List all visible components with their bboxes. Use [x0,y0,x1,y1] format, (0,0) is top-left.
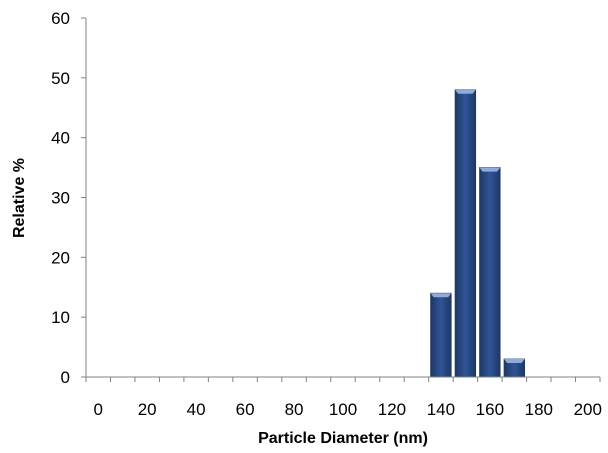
y-tick-label: 30 [51,189,70,208]
x-tick-label: 120 [378,400,406,419]
x-tick-label: 140 [427,400,455,419]
x-tick-label: 40 [187,400,206,419]
x-tick-label: 160 [476,400,504,419]
y-tick-label: 10 [51,308,70,327]
x-axis-title: Particle Diameter (nm) [258,430,428,447]
x-tick-label: 80 [285,400,304,419]
bars [430,89,526,378]
bar [454,89,477,378]
x-tick-label: 100 [329,400,357,419]
x-tick-label: 0 [94,400,103,419]
x-tick-label: 60 [236,400,255,419]
x-tick-label: 20 [138,400,157,419]
x-tick-label: 200 [574,400,602,419]
y-tick-label: 0 [61,368,70,387]
bar [479,167,501,378]
y-tick-label: 50 [51,69,70,88]
bar [503,358,526,378]
y-axis-title: Relative % [11,158,28,238]
bar [430,292,452,378]
x-axis-ticks: 0 20 40 60 80 100 120 140 160 180 200 [85,377,602,419]
y-tick-label: 60 [51,9,70,28]
y-axis-ticks: 0 10 20 30 40 50 60 [51,9,86,387]
x-tick-label: 180 [525,400,553,419]
y-tick-label: 20 [51,248,70,267]
y-tick-label: 40 [51,129,70,148]
axes [85,18,600,378]
